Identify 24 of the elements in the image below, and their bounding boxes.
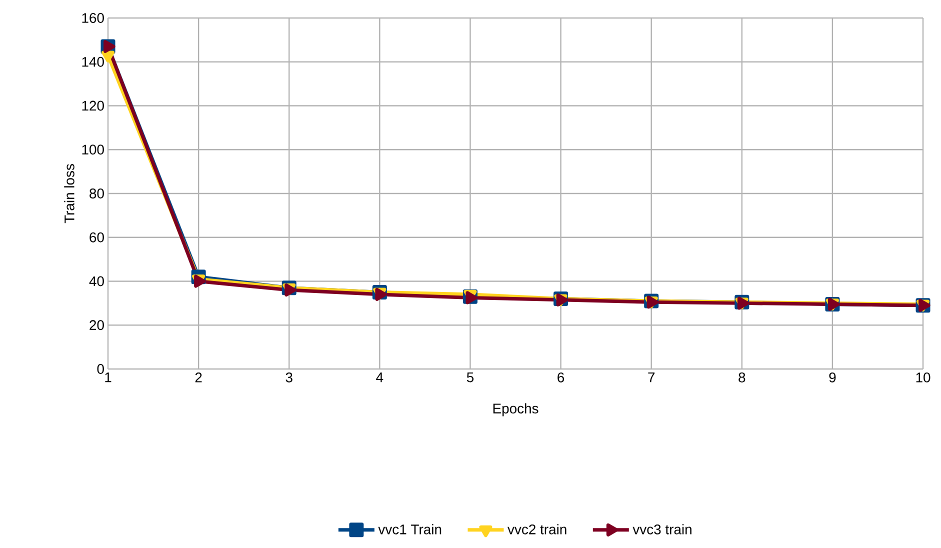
y-tick-label: 160 [82, 13, 104, 23]
x-tick-label: 4 [376, 372, 384, 382]
x-tick-label: 1 [105, 372, 112, 382]
y-tick-label: 0 [97, 364, 104, 374]
x-tick-label: 3 [286, 372, 292, 382]
y-tick-label: 60 [90, 232, 104, 242]
y-tick-label: 140 [82, 56, 104, 67]
legend-label: vvc3 train [632, 524, 692, 534]
legend-label: vvc1 Train [378, 524, 442, 534]
y-axis-title: Train loss [64, 164, 74, 224]
y-tick-label: 40 [89, 276, 104, 286]
x-tick-label: 8 [738, 372, 746, 382]
x-tick-label: 7 [648, 372, 655, 382]
x-tick-label: 6 [558, 372, 564, 382]
x-axis-title: Epochs [493, 403, 538, 416]
y-tick-label: 20 [90, 320, 104, 330]
x-tick-label: 10 [916, 372, 930, 382]
x-tick-label: 2 [195, 372, 202, 382]
x-tick-label: 5 [466, 372, 474, 382]
y-tick-label: 120 [82, 100, 104, 111]
x-tick-label: 9 [829, 372, 836, 382]
y-tick-label: 80 [90, 188, 104, 198]
y-tick-label: 100 [82, 144, 104, 155]
legend-label: vvc2 train [508, 524, 566, 534]
